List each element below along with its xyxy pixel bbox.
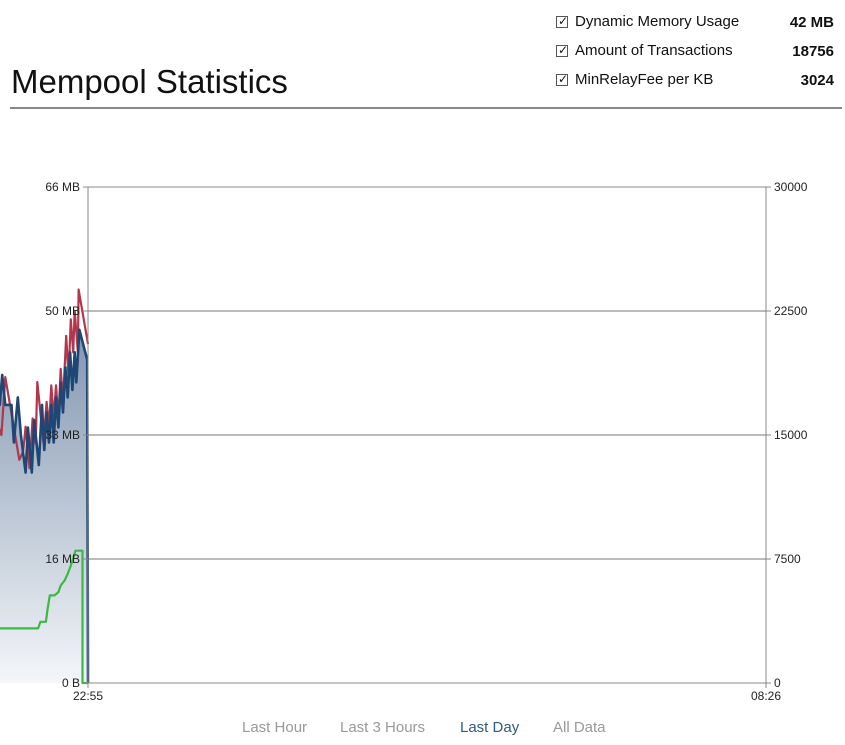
legend-item-fee: ✓ MinRelayFee per KB 3024: [556, 71, 836, 91]
y-tick-label-left: 33 MB: [45, 428, 80, 442]
title-divider: [10, 107, 842, 109]
checkmark-icon: ✓: [558, 72, 569, 86]
y-tick-label-right: 30000: [774, 180, 808, 194]
memory-checkbox[interactable]: ✓: [556, 14, 569, 28]
y-tick-label-left: 16 MB: [45, 552, 80, 566]
legend-item-transactions: ✓ Amount of Transactions 18756: [556, 42, 836, 62]
range-last-day[interactable]: Last Day: [460, 719, 520, 736]
series-line-memory: [0, 328, 90, 684]
y-tick-label-right: 0: [774, 676, 781, 690]
legend-label-transactions: Amount of Transactions: [575, 42, 733, 59]
series-line-fee: [0, 549, 88, 685]
range-last-hour[interactable]: Last Hour: [242, 719, 308, 736]
memory-area: [0, 329, 88, 683]
legend-label-fee: MinRelayFee per KB: [575, 71, 714, 88]
checkmark-icon: ✓: [558, 14, 569, 28]
y-tick-label-right: 22500: [774, 304, 808, 318]
legend-value-fee: 3024: [800, 72, 834, 89]
y-tick-label-left: 50 MB: [45, 304, 80, 318]
legend-value-memory: 42 MB: [789, 14, 834, 31]
series-line-transactions: [0, 288, 90, 470]
y-tick-label-left: 0 B: [62, 676, 80, 690]
page-title: Mempool Statistics: [11, 63, 288, 100]
range-last-3-hours[interactable]: Last 3 Hours: [340, 719, 426, 736]
y-tick-label-right: 7500: [774, 552, 801, 566]
fee-checkbox[interactable]: ✓: [556, 72, 569, 86]
x-tick-label: 22:55: [73, 689, 103, 703]
legend-label-memory: Dynamic Memory Usage: [575, 13, 740, 30]
x-tick-label: 08:26: [751, 689, 781, 703]
legend-value-transactions: 18756: [792, 43, 834, 60]
y-tick-label-right: 15000: [774, 428, 808, 442]
legend-item-memory: ✓ Dynamic Memory Usage 42 MB: [556, 13, 836, 33]
range-all-data[interactable]: All Data: [553, 719, 606, 736]
checkmark-icon: ✓: [558, 43, 569, 57]
transactions-checkbox[interactable]: ✓: [556, 43, 569, 57]
y-tick-label-left: 66 MB: [45, 180, 80, 194]
mempool-chart: 0 B 16 MB 33 MB 50 MB 66 MB 0 7500 15000 22500 30…: [0, 180, 808, 703]
